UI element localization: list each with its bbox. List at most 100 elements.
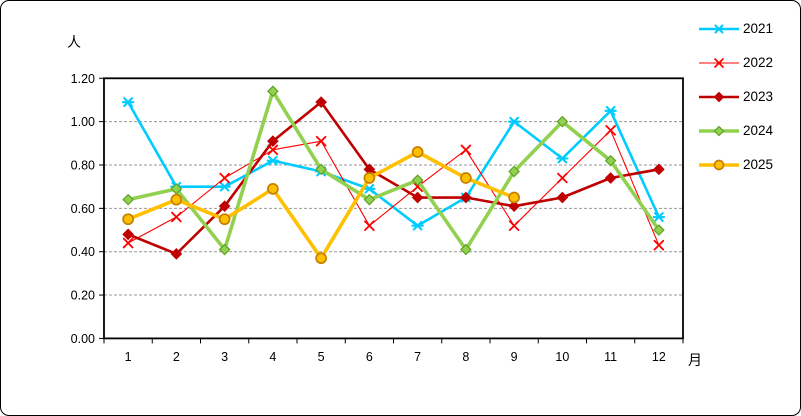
series-line [126, 100, 661, 227]
marker-diamond [604, 154, 617, 167]
legend-swatch-2022 [699, 58, 739, 68]
y-axis-tick-label: 0.20 [71, 289, 95, 303]
x-axis-tick-label: 4 [269, 350, 276, 364]
series-line [127, 129, 660, 246]
marker-circle [363, 172, 376, 184]
y-axis-tick-label: 0.80 [71, 159, 95, 173]
marker-star [653, 212, 664, 222]
marker-star [412, 220, 423, 231]
marker-diamond [218, 200, 231, 213]
y-axis-tick-label: 1.20 [71, 72, 95, 86]
marker-circle [508, 191, 520, 204]
marker-diamond [508, 165, 520, 178]
legend-label-2022: 2022 [743, 55, 774, 70]
x-axis-unit-label: 月 [688, 352, 702, 368]
x-axis-tick-label: 11 [604, 350, 617, 364]
marker-star [364, 183, 375, 194]
marker-diamond [508, 200, 520, 213]
marker-diamond [556, 191, 569, 204]
series-2022 [122, 125, 665, 251]
marker-x [605, 125, 616, 136]
marker-star [714, 24, 724, 34]
marker-circle [411, 146, 424, 158]
axis-ticks [99, 77, 684, 344]
series-2025 [122, 146, 520, 265]
marker-x [171, 211, 182, 223]
marker-diamond [556, 115, 569, 128]
marker-diamond [411, 174, 424, 187]
legend-item-2023: 2023 [698, 87, 773, 107]
marker-star [219, 181, 230, 192]
marker-x [219, 172, 230, 184]
marker-diamond [460, 243, 472, 256]
series-line [126, 89, 661, 252]
marker-diamond [713, 125, 725, 137]
series-2024 [122, 85, 665, 256]
marker-x [508, 220, 520, 231]
marker-circle [315, 252, 327, 265]
marker-star [123, 97, 134, 108]
y-axis-unit-label: 人 [67, 34, 81, 50]
legend-label-2025: 2025 [743, 157, 774, 172]
marker-diamond [315, 96, 327, 108]
axis-labels: 0.00 0.20 0.40 0.60 0.80 1.00 1.20 1 2 3 4 5 6 7 8 9 10 1… [71, 72, 666, 364]
marker-circle [460, 172, 472, 184]
marker-diamond [315, 163, 327, 176]
x-axis-tick-label: 3 [221, 350, 228, 364]
legend-swatch-2023 [699, 91, 739, 103]
marker-diamond [653, 163, 665, 176]
marker-diamond [653, 224, 665, 236]
x-axis-tick-label: 1 [125, 350, 132, 364]
y-axis-tick-label: 1.00 [71, 115, 95, 129]
marker-x [122, 237, 134, 249]
marker-diamond [713, 91, 725, 103]
y-axis-tick-label: 0.00 [71, 332, 95, 346]
legend-item-2021: 2021 [698, 19, 773, 39]
marker-circle [713, 159, 725, 171]
marker-diamond [122, 228, 134, 241]
legend-swatch-2025 [699, 159, 739, 171]
legend-item-2025: 2025 [698, 155, 773, 175]
marker-x [460, 144, 472, 156]
x-axis-tick-label: 5 [318, 350, 325, 364]
x-axis-tick-label: 7 [414, 350, 421, 364]
marker-diamond [170, 248, 183, 260]
legend-swatch-2024 [699, 125, 739, 137]
y-axis-tick-label: 0.60 [71, 202, 95, 216]
marker-circle [122, 213, 134, 226]
marker-x [557, 172, 568, 184]
marker-diamond [411, 191, 424, 204]
marker-diamond [460, 191, 472, 204]
y-axis-tick-label: 0.40 [71, 245, 95, 259]
marker-x [315, 135, 327, 147]
marker-star [557, 153, 568, 164]
x-axis-tick-label: 2 [173, 350, 180, 364]
marker-circle [218, 213, 231, 226]
x-axis-tick-label: 10 [555, 350, 569, 364]
marker-star [509, 116, 520, 127]
marker-circle [267, 182, 279, 195]
marker-x [653, 239, 665, 251]
marker-star [267, 155, 278, 166]
marker-diamond [267, 85, 279, 98]
marker-circle [170, 193, 183, 206]
x-axis-tick-label: 9 [511, 350, 518, 364]
marker-x [267, 144, 279, 156]
legend-item-2022: 2022 [698, 53, 773, 73]
marker-diamond [363, 193, 376, 206]
x-axis-tick-label: 6 [366, 350, 373, 364]
x-axis-tick-label: 8 [462, 350, 469, 364]
marker-diamond [122, 193, 134, 206]
marker-diamond [218, 243, 231, 256]
marker-x [714, 58, 724, 68]
legend-swatch-2021 [699, 24, 739, 34]
legend-item-2024: 2024 [698, 121, 773, 141]
legend-label-2024: 2024 [743, 123, 774, 138]
marker-star [605, 105, 616, 116]
legend-label-2021: 2021 [743, 21, 774, 36]
marker-diamond [604, 172, 617, 184]
marker-diamond [267, 135, 279, 148]
legend-label-2023: 2023 [743, 89, 774, 104]
